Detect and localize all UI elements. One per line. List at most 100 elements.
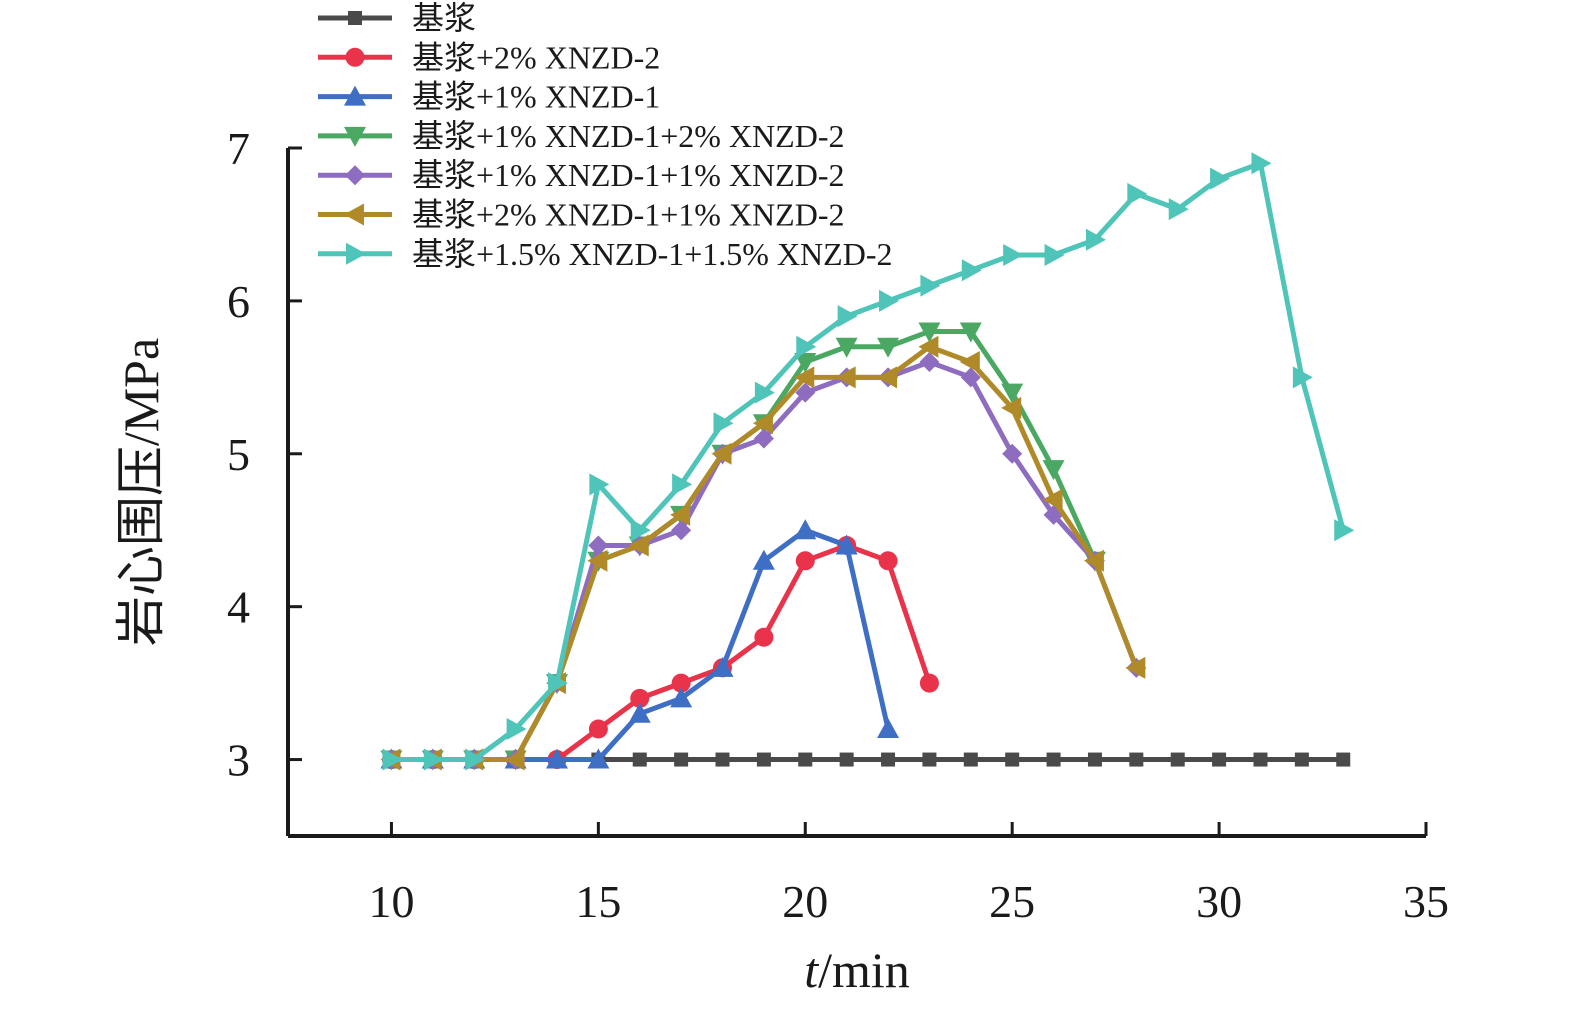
plot-area	[380, 152, 1355, 771]
data-point	[1043, 504, 1064, 525]
data-point	[1002, 443, 1023, 464]
legend-label: 基浆+1% XNZD-1	[412, 79, 660, 115]
data-point	[1292, 366, 1313, 389]
legend-item: 基浆+1.5% XNZD-1+1.5% XNZD-2	[318, 236, 892, 272]
data-point	[1083, 549, 1104, 572]
data-point	[588, 535, 609, 556]
data-point	[1170, 752, 1185, 767]
data-point	[922, 752, 937, 767]
y-tick-label: 7	[227, 123, 250, 174]
data-point	[1005, 752, 1020, 767]
data-point	[1087, 752, 1102, 767]
data-point	[1294, 752, 1309, 767]
x-tick-label: 15	[575, 876, 621, 927]
data-point	[795, 551, 815, 571]
data-point	[794, 353, 817, 374]
data-point	[754, 627, 774, 647]
data-point	[1042, 460, 1065, 481]
legend-label: 基浆	[412, 0, 476, 36]
legend-marker	[344, 126, 366, 147]
data-point	[752, 412, 773, 435]
data-point	[465, 748, 486, 771]
data-point	[711, 656, 734, 677]
x-tick-label: 20	[782, 876, 828, 927]
x-tick-label: 35	[1403, 876, 1449, 927]
data-point	[881, 752, 896, 767]
data-point	[919, 673, 939, 693]
data-point	[670, 687, 693, 708]
data-point	[670, 503, 691, 526]
data-point	[795, 382, 816, 403]
data-point	[628, 534, 649, 557]
data-point	[1001, 383, 1024, 404]
data-point	[918, 335, 939, 358]
data-point	[798, 752, 813, 767]
y-tick-label: 3	[227, 735, 250, 786]
axes	[286, 148, 1426, 838]
data-point	[877, 337, 900, 358]
data-point	[794, 519, 817, 540]
legend-marker	[345, 47, 365, 67]
legend-label: 基浆+2% XNZD-1+1% XNZD-2	[412, 197, 844, 233]
x-tick-label: 30	[1196, 876, 1242, 927]
legend-label: 基浆+1% XNZD-1+2% XNZD-2	[412, 118, 844, 154]
legend-marker	[344, 203, 364, 226]
data-point	[837, 305, 858, 328]
data-point	[630, 519, 651, 542]
legend-marker	[346, 242, 366, 265]
data-point	[423, 748, 444, 771]
data-point	[752, 549, 775, 570]
data-point	[1127, 182, 1148, 205]
legend-item: 基浆+2% XNZD-2	[318, 39, 660, 75]
legend-marker	[345, 165, 365, 186]
data-point	[628, 702, 651, 723]
data-point	[796, 335, 817, 358]
data-point	[920, 274, 941, 297]
data-point	[877, 717, 900, 738]
data-point	[589, 473, 610, 496]
data-point	[959, 351, 980, 374]
data-point	[506, 717, 527, 740]
y-axis-title: 岩心围压/MPa	[113, 338, 169, 646]
data-point	[1251, 152, 1272, 175]
legend-item: 基浆+2% XNZD-1+1% XNZD-2	[318, 197, 844, 233]
data-point	[835, 337, 858, 358]
legend-label: 基浆+2% XNZD-2	[412, 39, 660, 75]
data-point	[919, 352, 940, 373]
data-point	[1168, 198, 1189, 221]
data-point	[671, 673, 691, 693]
data-point	[713, 412, 734, 435]
data-point	[587, 549, 608, 572]
legend-item: 基浆+1% XNZD-1	[318, 79, 660, 115]
data-point	[1085, 228, 1106, 251]
data-point	[754, 381, 775, 404]
data-point	[839, 752, 854, 767]
x-tick-label: 25	[989, 876, 1035, 927]
data-point	[1336, 752, 1351, 767]
data-point	[711, 442, 732, 465]
legend-marker	[344, 85, 366, 106]
data-point	[879, 289, 900, 312]
legend-label: 基浆+1.5% XNZD-1+1.5% XNZD-2	[412, 236, 892, 272]
data-point	[674, 752, 689, 767]
series-line	[388, 543, 932, 763]
data-point	[547, 672, 568, 695]
y-tick-label: 5	[227, 429, 250, 480]
x-axis-title: t/min	[804, 942, 910, 998]
x-tick-label: 10	[368, 876, 414, 927]
data-point	[1253, 752, 1268, 767]
series-7	[382, 152, 1355, 771]
data-point	[1001, 396, 1022, 419]
data-point	[1044, 244, 1065, 267]
data-point	[961, 259, 982, 282]
data-point	[1042, 488, 1063, 511]
data-point	[715, 752, 730, 767]
legend-label: 基浆+1% XNZD-1+1% XNZD-2	[412, 157, 844, 193]
data-point	[630, 688, 650, 708]
data-point	[835, 366, 856, 389]
data-point	[918, 322, 941, 343]
legend-item: 基浆+1% XNZD-1+2% XNZD-2	[318, 118, 844, 154]
data-point	[1046, 752, 1061, 767]
